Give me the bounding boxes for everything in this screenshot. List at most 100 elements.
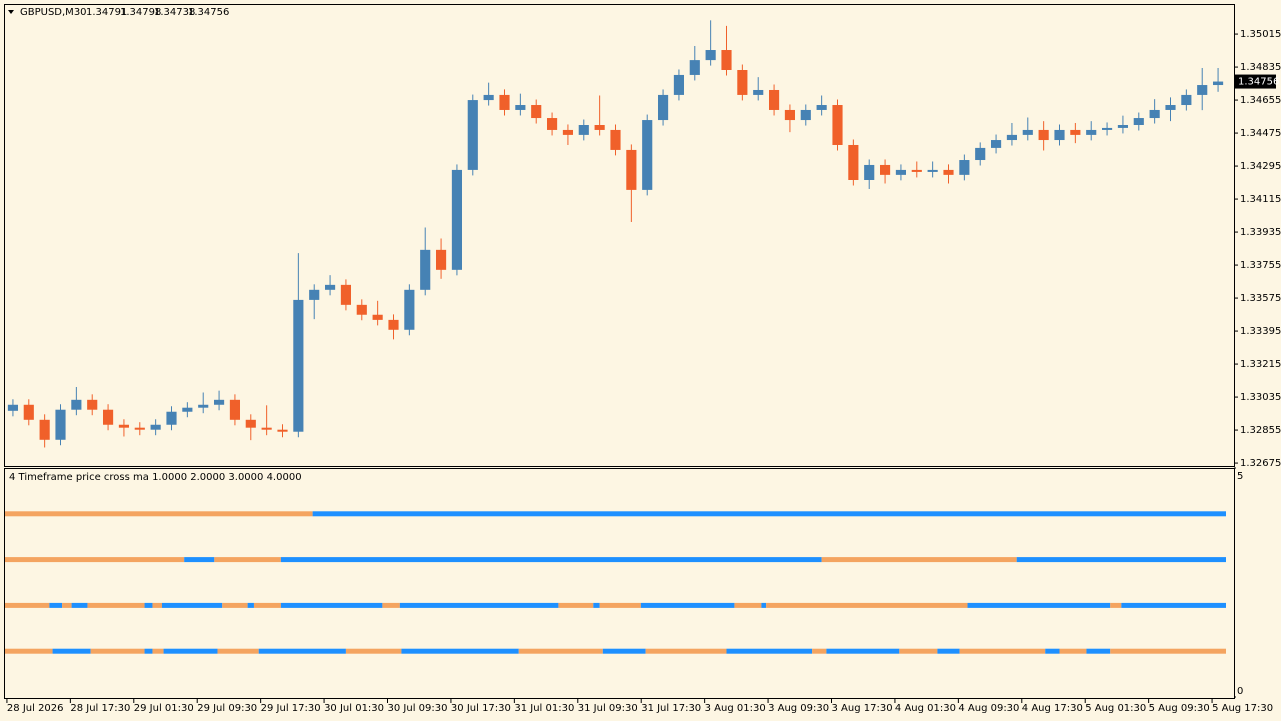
candle-body (832, 105, 843, 145)
candle-body (229, 399, 241, 420)
price-pane (4, 4, 1235, 467)
y-tick-label: 1.32675 (1240, 458, 1281, 469)
state-segment (5, 602, 50, 608)
x-tick-label: 4 Aug 17:30 (1022, 703, 1083, 714)
state-segment (5, 648, 53, 654)
candle-body (657, 94, 669, 121)
candle-body (927, 169, 938, 172)
x-tick-label: 5 Aug 17:30 (1212, 703, 1273, 714)
state-segment (152, 602, 162, 608)
state-segment (593, 602, 600, 608)
candle-body (467, 100, 478, 170)
candle-body (1006, 134, 1018, 141)
candle-body (1054, 129, 1065, 141)
state-segment (399, 602, 559, 608)
candle-body (546, 118, 558, 130)
candle-body (356, 304, 367, 315)
candle-body (911, 169, 922, 172)
x-tick-label: 3 Aug 01:30 (705, 703, 766, 714)
candle-body (483, 94, 494, 101)
candle-body (1149, 109, 1160, 119)
state-segment (5, 557, 185, 563)
candle-body (515, 105, 526, 110)
candle-body (324, 284, 336, 290)
candle-body (39, 419, 50, 440)
candle-body (975, 147, 986, 161)
candle-body (578, 125, 589, 135)
state-segment (1110, 648, 1226, 654)
x-tick-label: 3 Aug 17:30 (832, 703, 893, 714)
candle-body (293, 299, 304, 432)
state-segment (345, 648, 402, 654)
y-tick-label: 1.34655 (1240, 95, 1281, 106)
menu-arrow[interactable] (8, 10, 14, 14)
candle-body (420, 249, 431, 290)
x-tick-label: 29 Jul 01:30 (134, 703, 194, 714)
x-tick-label: 29 Jul 17:30 (261, 703, 321, 714)
x-tick-label: 4 Aug 09:30 (958, 703, 1019, 714)
state-segment (518, 648, 603, 654)
state-segment (71, 602, 88, 608)
state-segment (726, 648, 813, 654)
candle-body (721, 50, 732, 70)
candle-body (943, 169, 954, 175)
quote-value: 1.34798 (120, 7, 161, 18)
state-segment (62, 602, 72, 608)
y-tick-label: 1.32855 (1240, 425, 1281, 436)
candle-body (166, 411, 177, 425)
current-price-label: 1.34756 (1238, 77, 1279, 88)
state-segment (1121, 602, 1226, 608)
indicator-title: 4 Timeframe price cross ma 1.0000 2.0000… (9, 472, 302, 483)
x-tick-label: 5 Aug 09:30 (1149, 703, 1210, 714)
y-tick-label: 1.33755 (1240, 260, 1281, 271)
candle-body (261, 427, 272, 430)
y-tick-label: 1.33035 (1240, 392, 1281, 403)
state-segment (734, 602, 762, 608)
candle-body (531, 105, 542, 119)
current-price-box (1235, 74, 1276, 89)
state-segment (558, 602, 594, 608)
x-tick-label: 28 Jul 2026 (7, 703, 64, 714)
candle-body (102, 409, 114, 425)
state-segment (144, 648, 153, 654)
state-segment (1016, 557, 1226, 563)
candle-body (1101, 127, 1113, 130)
candle-body (626, 149, 637, 190)
state-segment (599, 602, 641, 608)
candle-body (7, 404, 19, 411)
state-segment (87, 602, 145, 608)
candle-body (1086, 129, 1097, 135)
y-tick-label: 5 (1237, 471, 1243, 482)
state-segment (52, 648, 91, 654)
symbol-title: GBPUSD,M30 (20, 7, 87, 18)
candle-body (150, 424, 161, 430)
candle-body (768, 89, 780, 110)
state-segment (280, 557, 822, 563)
state-segment (144, 602, 153, 608)
candle-body (864, 164, 875, 180)
candle-body (1197, 85, 1208, 95)
x-tick-label: 31 Jul 17:30 (641, 703, 701, 714)
state-segment (5, 511, 313, 517)
y-tick-label: 1.34835 (1240, 62, 1281, 73)
y-tick-label: 1.34475 (1240, 128, 1281, 139)
candle-body (848, 144, 859, 180)
candle-body (1133, 118, 1144, 125)
quote-value: 1.34791 (86, 7, 127, 18)
state-segment (937, 648, 960, 654)
candle-body (435, 249, 447, 270)
state-segment (602, 648, 646, 654)
state-segment (967, 602, 1111, 608)
candle-body (182, 407, 193, 412)
state-segment (1110, 602, 1122, 608)
state-segment (163, 648, 218, 654)
candle-body (673, 74, 685, 95)
state-segment (899, 648, 938, 654)
candle-body (1165, 105, 1176, 110)
candle-body (1117, 125, 1129, 128)
candle-body (23, 404, 34, 420)
x-tick-label: 28 Jul 17:30 (70, 703, 130, 714)
x-tick-label: 31 Jul 09:30 (578, 703, 638, 714)
